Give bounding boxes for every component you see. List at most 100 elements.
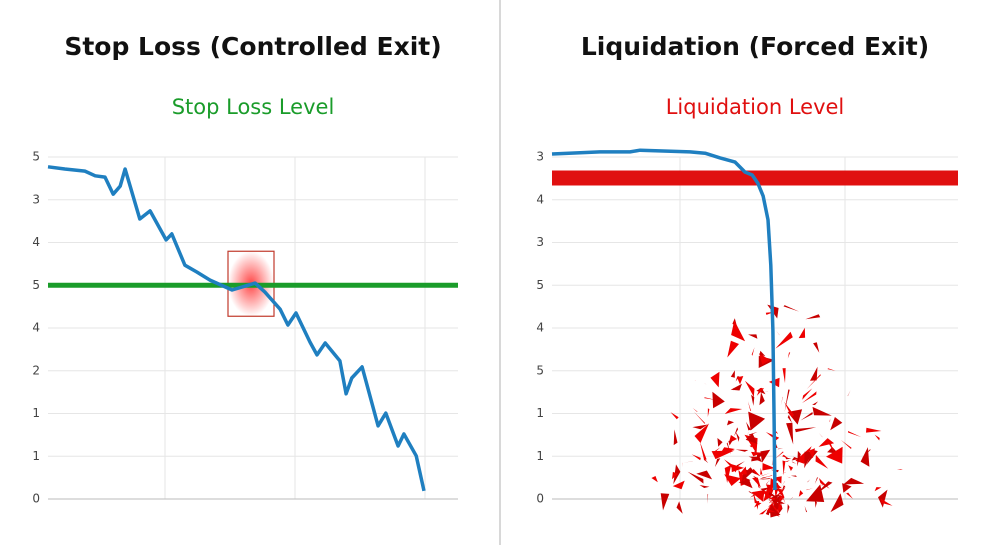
shard: [692, 407, 698, 412]
shard: [830, 417, 843, 431]
shard: [818, 432, 823, 438]
shard: [847, 390, 851, 397]
y-tick-label: 5: [536, 278, 544, 292]
y-tick-label: 1: [536, 406, 544, 420]
shard: [717, 438, 723, 447]
shard: [788, 465, 794, 471]
shard: [724, 465, 732, 483]
shard: [750, 494, 756, 498]
shard: [782, 368, 786, 383]
shard: [759, 353, 770, 365]
shard: [787, 476, 791, 478]
shard: [827, 368, 836, 371]
shard: [761, 475, 773, 478]
shard: [802, 388, 813, 400]
shard: [769, 504, 779, 514]
shard: [806, 484, 825, 502]
shard: [798, 327, 806, 339]
shard: [814, 477, 819, 484]
y-tick-label: 1: [536, 449, 544, 463]
shard: [727, 420, 734, 426]
shard: [715, 458, 721, 467]
shard: [812, 401, 819, 405]
y-tick-label: 3: [536, 235, 544, 249]
shard: [770, 492, 775, 497]
shard: [861, 449, 871, 459]
shard: [878, 489, 888, 508]
shard: [735, 449, 749, 452]
shard: [812, 406, 832, 416]
shard: [805, 314, 821, 320]
shard: [791, 457, 800, 461]
shard: [772, 498, 778, 512]
shard: [724, 474, 741, 486]
shard: [795, 446, 812, 464]
shard: [843, 477, 865, 485]
shard: [736, 461, 745, 468]
shard: [728, 440, 733, 446]
y-tick-label: 5: [536, 363, 544, 377]
shard: [798, 490, 804, 497]
shard: [777, 500, 782, 513]
shard: [800, 412, 813, 421]
shard: [808, 448, 815, 459]
y-tick-label: 5: [32, 150, 40, 164]
shard: [748, 334, 758, 339]
price-line: [551, 148, 777, 491]
shard: [727, 340, 739, 358]
shard: [792, 456, 794, 460]
shard: [673, 429, 678, 446]
shard: [787, 352, 791, 359]
shard: [735, 431, 740, 442]
shard: [762, 463, 775, 471]
shard: [724, 459, 737, 473]
y-tick-label: 4: [536, 321, 544, 335]
shard: [699, 441, 707, 461]
shard: [676, 501, 683, 514]
shard: [752, 477, 761, 488]
shard: [827, 441, 835, 454]
shard: [804, 451, 813, 469]
shard: [797, 450, 801, 467]
chart-title: Liquidation (Forced Exit): [581, 32, 929, 61]
shard: [748, 431, 758, 436]
shard: [813, 342, 820, 353]
shard: [745, 380, 755, 397]
shard: [846, 492, 853, 499]
shard: [830, 493, 844, 513]
shard: [806, 449, 818, 465]
y-tick-label: 1: [32, 449, 40, 463]
shard: [756, 388, 765, 396]
y-tick-label: 4: [32, 235, 40, 249]
shard: [806, 488, 813, 491]
shard: [748, 411, 766, 431]
shard: [746, 432, 749, 440]
shard: [753, 451, 758, 454]
shard: [692, 424, 708, 430]
shard: [749, 444, 757, 448]
shard: [776, 330, 780, 336]
shard: [780, 396, 783, 406]
shard: [751, 347, 755, 356]
shard: [780, 481, 785, 488]
shard: [816, 481, 833, 494]
y-tick-label: 0: [536, 492, 544, 506]
shard: [759, 350, 766, 357]
shard: [687, 471, 704, 484]
shard: [784, 401, 795, 418]
shard: [752, 491, 758, 504]
shard: [693, 411, 706, 424]
shard: [840, 440, 852, 449]
shard: [670, 412, 679, 420]
shard: [818, 438, 835, 447]
level-label: Stop Loss Level: [172, 95, 335, 119]
shard: [768, 502, 773, 507]
shard: [691, 454, 701, 461]
shard: [681, 462, 683, 468]
shard: [751, 468, 761, 477]
shard: [760, 449, 771, 463]
shard: [789, 494, 791, 496]
debris: [651, 304, 903, 518]
shard: [782, 460, 786, 476]
shard: [874, 487, 882, 492]
